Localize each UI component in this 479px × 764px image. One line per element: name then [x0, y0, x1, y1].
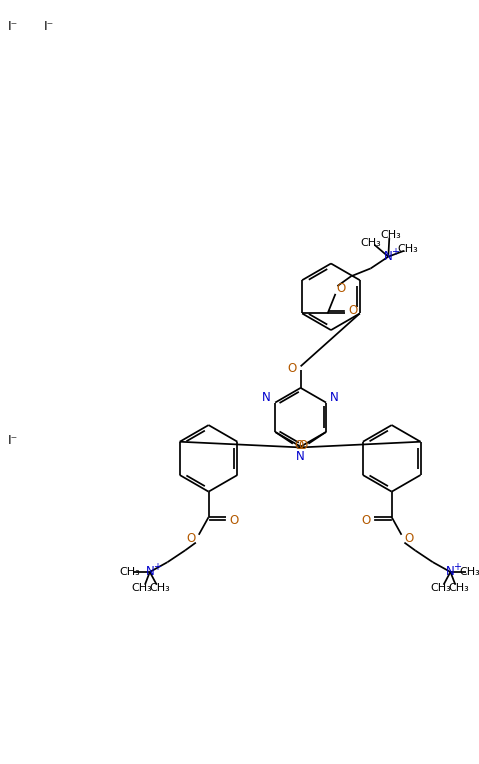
Text: CH₃: CH₃	[398, 244, 418, 254]
Text: N: N	[384, 250, 393, 263]
Text: O: O	[294, 439, 303, 452]
Text: CH₃: CH₃	[448, 583, 468, 593]
Text: I⁻: I⁻	[8, 20, 18, 33]
Text: CH₃: CH₃	[360, 238, 381, 248]
Text: O: O	[298, 439, 307, 452]
Text: O: O	[405, 533, 414, 545]
Text: +: +	[153, 562, 160, 572]
Text: +: +	[453, 562, 461, 572]
Text: CH₃: CH₃	[380, 230, 400, 240]
Text: N: N	[446, 565, 455, 578]
Text: O: O	[287, 362, 297, 375]
Text: O: O	[348, 304, 358, 317]
Text: CH₃: CH₃	[120, 567, 141, 577]
Text: I⁻: I⁻	[8, 434, 18, 447]
Text: O: O	[229, 513, 239, 526]
Text: N: N	[262, 391, 271, 404]
Text: CH₃: CH₃	[460, 567, 479, 577]
Text: O: O	[362, 513, 371, 526]
Text: N: N	[146, 565, 154, 578]
Text: +: +	[391, 247, 399, 257]
Text: CH₃: CH₃	[149, 583, 170, 593]
Text: O: O	[186, 533, 195, 545]
Text: CH₃: CH₃	[132, 583, 152, 593]
Text: N: N	[330, 391, 339, 404]
Text: N: N	[296, 450, 305, 463]
Text: I⁻: I⁻	[44, 20, 54, 33]
Text: O: O	[337, 283, 346, 296]
Text: CH₃: CH₃	[430, 583, 451, 593]
